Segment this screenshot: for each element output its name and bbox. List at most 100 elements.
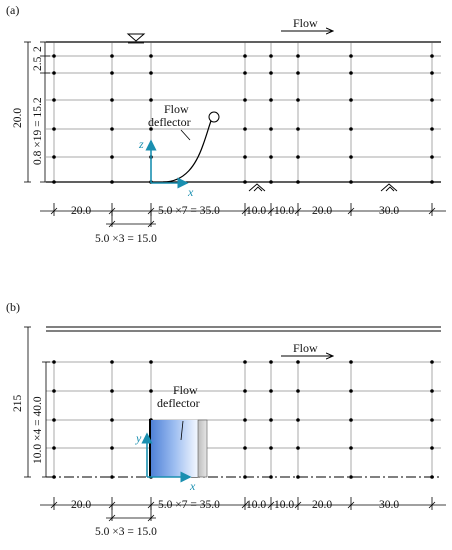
hdim-a-3: 10.0 xyxy=(246,205,266,217)
dim-slash xyxy=(294,207,302,215)
grid-node-a xyxy=(52,71,56,75)
grid-node-a xyxy=(243,180,247,184)
grid-node-b xyxy=(110,418,114,422)
grid-node-a xyxy=(243,155,247,159)
vertical-dims-a xyxy=(24,41,50,183)
grid-node-b xyxy=(52,389,56,393)
grid-node-b xyxy=(296,360,300,364)
grid-node-b xyxy=(349,446,353,450)
grid-node-b xyxy=(296,418,300,422)
sub-dim-b: 5.0 ×3 = 15.0 xyxy=(95,526,157,538)
grid-node-a xyxy=(296,127,300,131)
grid-node-a xyxy=(110,54,114,58)
hdim-a-6: 30.0 xyxy=(379,205,399,217)
grid-node-b xyxy=(52,446,56,450)
vertical-total-b: 215 xyxy=(12,395,24,413)
panel-a-label: (a) xyxy=(6,3,19,17)
grid-node-a xyxy=(269,180,273,184)
grid-node-b xyxy=(296,475,300,479)
dim-slash xyxy=(241,501,249,509)
grid-node-b xyxy=(269,389,273,393)
deflector-leader-b xyxy=(180,420,184,441)
grid-node-b xyxy=(269,418,273,422)
grid-node-a xyxy=(243,71,247,75)
horizontal-dims-a xyxy=(40,203,446,228)
grid-node-a xyxy=(269,98,273,102)
grid-node-a xyxy=(430,71,434,75)
grid-node-a xyxy=(243,98,247,102)
vdim-a-2: 2.5 xyxy=(32,56,44,71)
support-icon-1 xyxy=(248,183,266,192)
grid-node-b xyxy=(430,475,434,479)
grid-node-a xyxy=(149,98,153,102)
grid-node-a xyxy=(349,54,353,58)
dim-slash xyxy=(428,207,436,215)
grid-node-a xyxy=(349,180,353,184)
grid-node-a xyxy=(149,71,153,75)
vdim-a-3: 0.8 ×19 = 15.2 xyxy=(32,97,44,165)
grid-node-b xyxy=(269,360,273,364)
grid-node-a xyxy=(110,98,114,102)
grid-node-b xyxy=(269,475,273,479)
hdim-a-2: 5.0 ×7 = 35.0 xyxy=(158,205,220,217)
grid-node-a xyxy=(296,54,300,58)
grid-node-a xyxy=(52,155,56,159)
deflector-leader-a xyxy=(180,129,191,141)
flow-label-b: Flow xyxy=(293,341,318,355)
grid-node-b xyxy=(430,360,434,364)
grid-node-b xyxy=(349,389,353,393)
grid-node-b xyxy=(52,475,56,479)
dim-slash xyxy=(428,501,436,509)
support-icon-2 xyxy=(380,183,398,192)
grid-node-b xyxy=(269,446,273,450)
hdim-a-5: 20.0 xyxy=(312,205,332,217)
grid-node-b xyxy=(243,418,247,422)
vdim-b-1: 10.0 ×4 = 40.0 xyxy=(32,396,44,464)
deflector-body-b xyxy=(150,420,198,477)
grid-node-a xyxy=(430,127,434,131)
grid-node-a xyxy=(110,155,114,159)
sub-dim-a: 5.0 ×3 = 15.0 xyxy=(95,233,157,245)
vertical-dims-b xyxy=(24,326,50,478)
grid-node-a xyxy=(349,71,353,75)
grid-node-a xyxy=(243,127,247,131)
dim-slash xyxy=(147,220,155,228)
grid-node-a xyxy=(110,127,114,131)
grid-node-b xyxy=(349,360,353,364)
z-axis-label: z xyxy=(138,137,144,151)
grid-node-b xyxy=(430,446,434,450)
grid-node-a xyxy=(52,98,56,102)
x-axis-label-b: x xyxy=(189,479,196,493)
x-axis-label-a: x xyxy=(187,185,194,199)
horizontal-dims-b xyxy=(40,497,446,522)
deflector-label-a2: deflector xyxy=(148,115,191,129)
deflector-label-b2: deflector xyxy=(157,396,200,410)
vdim-a-1: 2 xyxy=(32,46,44,52)
grid-node-b xyxy=(243,389,247,393)
flow-label-a: Flow xyxy=(293,16,318,30)
hdim-b-5: 20.0 xyxy=(312,499,332,511)
dim-slash xyxy=(147,514,155,522)
grid-node-b xyxy=(243,475,247,479)
panel-b-label: (b) xyxy=(6,300,20,314)
grid-node-b xyxy=(349,475,353,479)
grid-node-a xyxy=(349,127,353,131)
grid-node-b xyxy=(243,360,247,364)
grid-node-a xyxy=(110,71,114,75)
grid-node-a xyxy=(243,54,247,58)
grid-node-b xyxy=(430,418,434,422)
grid-a xyxy=(46,41,441,184)
dim-slash xyxy=(267,207,275,215)
hdim-b-3: 10.0 xyxy=(246,499,266,511)
deflector-end-b xyxy=(197,419,208,478)
grid-node-a xyxy=(296,71,300,75)
hdim-a-4: 10.0 xyxy=(274,205,294,217)
grid-node-b xyxy=(52,418,56,422)
grid-node-b xyxy=(349,418,353,422)
dim-slash xyxy=(241,207,249,215)
grid-node-b xyxy=(149,389,153,393)
grid-node-a xyxy=(349,98,353,102)
grid-node-a xyxy=(52,180,56,184)
hdim-b-2: 5.0 ×7 = 35.0 xyxy=(158,499,220,511)
dim-slash xyxy=(50,207,58,215)
